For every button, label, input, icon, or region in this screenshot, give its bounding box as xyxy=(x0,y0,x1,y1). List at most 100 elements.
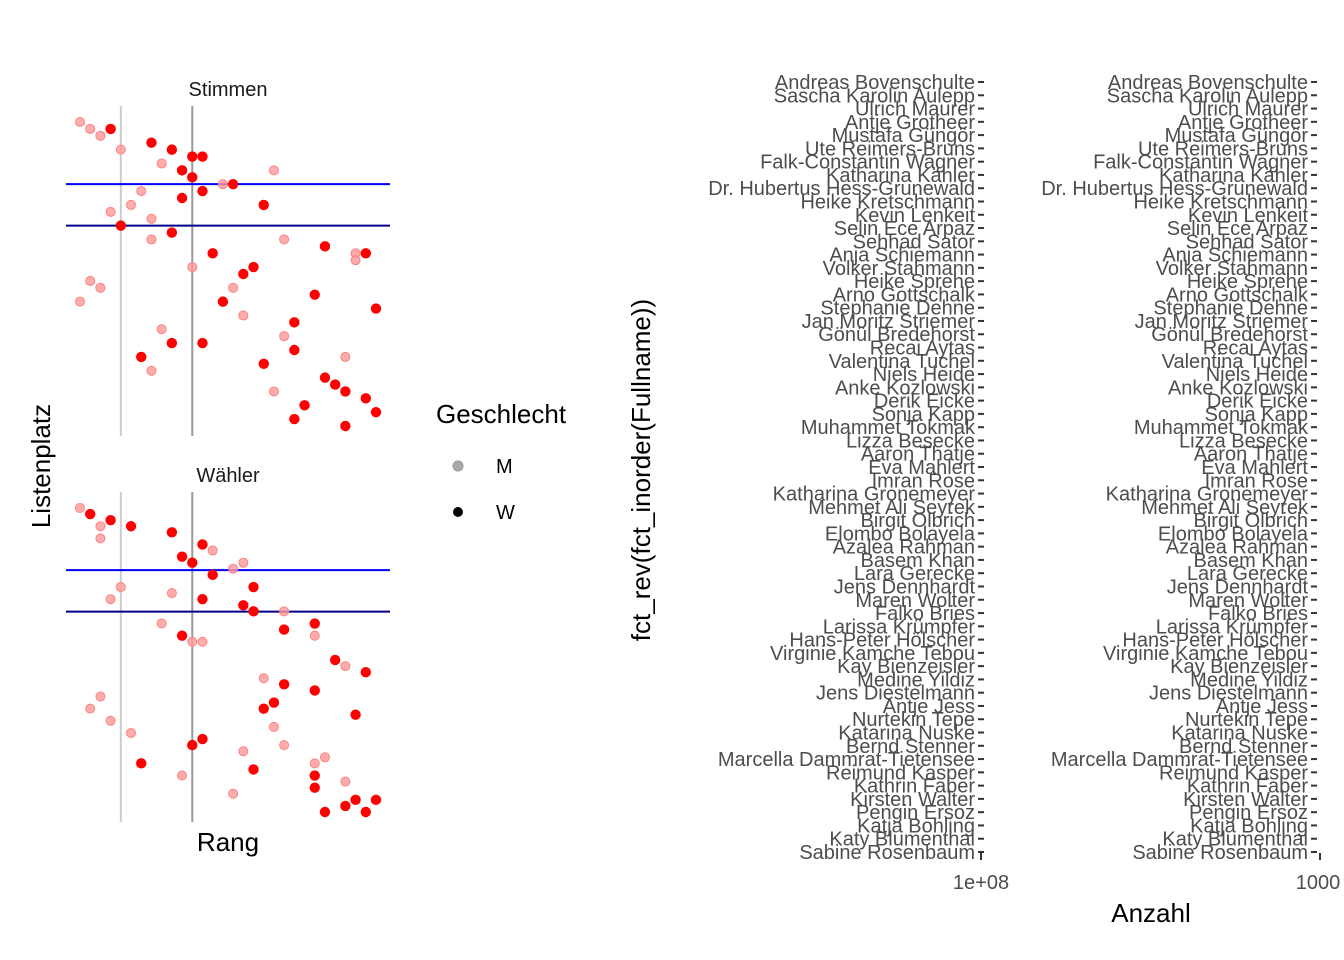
name-label: Pengin Ersoz xyxy=(856,802,975,824)
name-label: Falk-Constantin Wagner xyxy=(760,152,975,174)
data-point-w xyxy=(207,248,218,259)
data-point-w xyxy=(258,199,269,211)
data-point-w xyxy=(217,296,229,307)
name-label: Imran Rose xyxy=(1205,470,1308,492)
name-label: Sonja Kapp xyxy=(1205,404,1308,426)
name-label: Sascha Karolin Aulepp xyxy=(774,85,975,107)
data-point-w xyxy=(105,123,116,135)
data-point-w xyxy=(360,393,371,404)
name-label: Virginie Kamche Tebou xyxy=(770,643,975,665)
name-label: Kay Bienzeisler xyxy=(1170,656,1308,678)
name-label: Nurtekin Tepe xyxy=(852,709,975,731)
name-label: Ulrich Maurer xyxy=(1188,99,1308,121)
data-point-w xyxy=(350,794,361,806)
name-label: Hans-Peter Hölscher xyxy=(1122,630,1308,652)
name-label: Selin Ece Arpaz xyxy=(1167,218,1308,240)
name-label: Ulrich Maurer xyxy=(855,99,975,121)
data-point-m xyxy=(85,275,96,286)
x-tick-label-1: 1e+08 xyxy=(953,872,1009,894)
name-label: Heike Sprehe xyxy=(1187,271,1308,293)
legend-label-w: W xyxy=(496,502,515,524)
data-point-m xyxy=(95,521,106,532)
name-label: Aaron Thatje xyxy=(861,444,975,466)
name-label: Elombo Bolayela xyxy=(1158,523,1309,545)
data-point-w xyxy=(350,709,361,720)
legend-key-m xyxy=(452,460,464,472)
data-point-m xyxy=(166,588,177,599)
data-point-w xyxy=(360,806,371,818)
name-label: Antje Jess xyxy=(1216,696,1308,718)
name-label: Lizza Besecke xyxy=(1179,430,1308,452)
data-point-m xyxy=(279,331,290,342)
strip-label-stimmen: Stimmen xyxy=(189,79,268,101)
name-label: Lara Gerecke xyxy=(1187,563,1308,585)
name-label: Sascha Karolin Aulepp xyxy=(1107,85,1308,107)
name-label: Mustafa Güngör xyxy=(1165,125,1309,147)
legend-label-m: M xyxy=(496,456,513,478)
data-point-w xyxy=(146,137,157,148)
name-label: Maren Wolter xyxy=(855,590,975,612)
data-point-m xyxy=(187,636,198,647)
data-point-w xyxy=(197,539,208,550)
data-point-w xyxy=(340,800,351,812)
data-point-w xyxy=(238,600,249,611)
data-point-m xyxy=(75,296,85,307)
data-point-m xyxy=(75,117,85,127)
data-point-w xyxy=(370,406,382,418)
data-point-w xyxy=(176,551,188,562)
name-label: Jens Dennhardt xyxy=(1167,576,1309,598)
name-label: Arno Gottschalk xyxy=(1166,284,1309,306)
data-point-m xyxy=(146,365,157,376)
data-point-m xyxy=(217,179,228,190)
data-point-m xyxy=(156,618,167,629)
name-label: Virginie Kamche Tebou xyxy=(1103,643,1308,665)
name-label: Jan Moritz Striemer xyxy=(802,311,976,333)
name-label: Sabine Rosenbaum xyxy=(799,842,975,864)
name-label: Dr. Hubertus Hess-Grunewald xyxy=(1041,178,1308,200)
data-point-m xyxy=(268,721,279,732)
name-label: Basem Khan xyxy=(860,550,975,572)
name-label: Andreas Bovenschulte xyxy=(775,72,975,94)
data-point-w xyxy=(187,151,198,162)
name-label: Mustafa Güngör xyxy=(832,125,976,147)
data-point-m xyxy=(268,386,279,397)
data-point-w xyxy=(289,344,300,356)
name-label: Bernd Stenner xyxy=(846,736,975,758)
data-point-m xyxy=(115,582,126,593)
data-point-w xyxy=(309,618,320,629)
data-point-m xyxy=(105,594,116,605)
data-point-m xyxy=(279,740,290,751)
data-point-m xyxy=(105,715,116,726)
data-point-w xyxy=(309,770,320,781)
scatter-chart: Stimmen Wähler Rang Listenplatz xyxy=(26,79,390,857)
name-label: Katarina Nuske xyxy=(838,723,975,745)
name-label: Stephanie Dehne xyxy=(820,298,975,320)
name-label: Reimund Kasper xyxy=(1159,762,1308,784)
data-point-m xyxy=(146,213,157,224)
data-point-m xyxy=(95,533,106,544)
data-point-m xyxy=(95,282,106,293)
data-point-m xyxy=(340,776,351,787)
name-label: Muhammet Tokmak xyxy=(801,417,976,439)
data-point-w xyxy=(238,268,249,280)
data-point-m xyxy=(340,351,351,362)
legend: Geschlecht M W xyxy=(436,399,567,524)
name-label: Basem Khan xyxy=(1193,550,1308,572)
data-point-w xyxy=(329,654,341,666)
data-point-w xyxy=(227,178,239,190)
data-point-m xyxy=(279,606,290,617)
data-point-m xyxy=(146,234,157,245)
data-point-w xyxy=(360,666,371,678)
data-point-w xyxy=(197,337,208,349)
name-label: Sonja Kapp xyxy=(872,404,975,426)
name-label: Maren Wolter xyxy=(1188,590,1308,612)
data-point-w xyxy=(187,557,198,568)
data-point-w xyxy=(309,289,320,300)
panel-stimmen xyxy=(66,106,390,436)
data-point-m xyxy=(207,545,218,556)
name-label: Kathrin Faber xyxy=(1187,776,1309,798)
name-label: Katharina Kähler xyxy=(826,165,975,187)
name-label: Valentina Tuchel xyxy=(829,351,975,373)
